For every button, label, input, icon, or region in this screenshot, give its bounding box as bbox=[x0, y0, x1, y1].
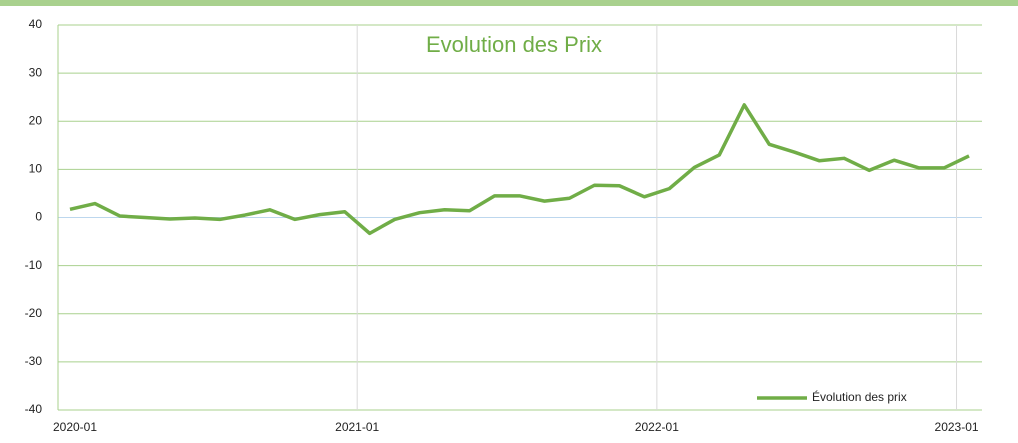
chart-title: Evolution des Prix bbox=[426, 32, 602, 57]
x-tick-label: 2021-01 bbox=[335, 420, 379, 434]
legend-label: Évolution des prix bbox=[812, 389, 907, 404]
y-tick-label: 20 bbox=[29, 113, 43, 127]
y-tick-label: -30 bbox=[25, 354, 43, 368]
line-series bbox=[69, 103, 970, 236]
grid bbox=[57, 24, 982, 411]
y-tick-label: -40 bbox=[25, 402, 43, 416]
top-band bbox=[0, 0, 1018, 6]
y-tick-label: 0 bbox=[35, 210, 42, 224]
x-tick-label: 2020-01 bbox=[53, 420, 97, 434]
title-box bbox=[398, 26, 630, 66]
y-tick-label: -10 bbox=[25, 258, 43, 272]
y-tick-label: 40 bbox=[29, 17, 43, 31]
plot bbox=[69, 103, 970, 236]
x-tick-label: 2023-01 bbox=[935, 420, 979, 434]
y-tick-label: 10 bbox=[29, 162, 43, 176]
y-tick-label: -20 bbox=[25, 306, 43, 320]
x-tick-label: 2022-01 bbox=[635, 420, 679, 434]
y-tick-label: 30 bbox=[29, 65, 43, 79]
